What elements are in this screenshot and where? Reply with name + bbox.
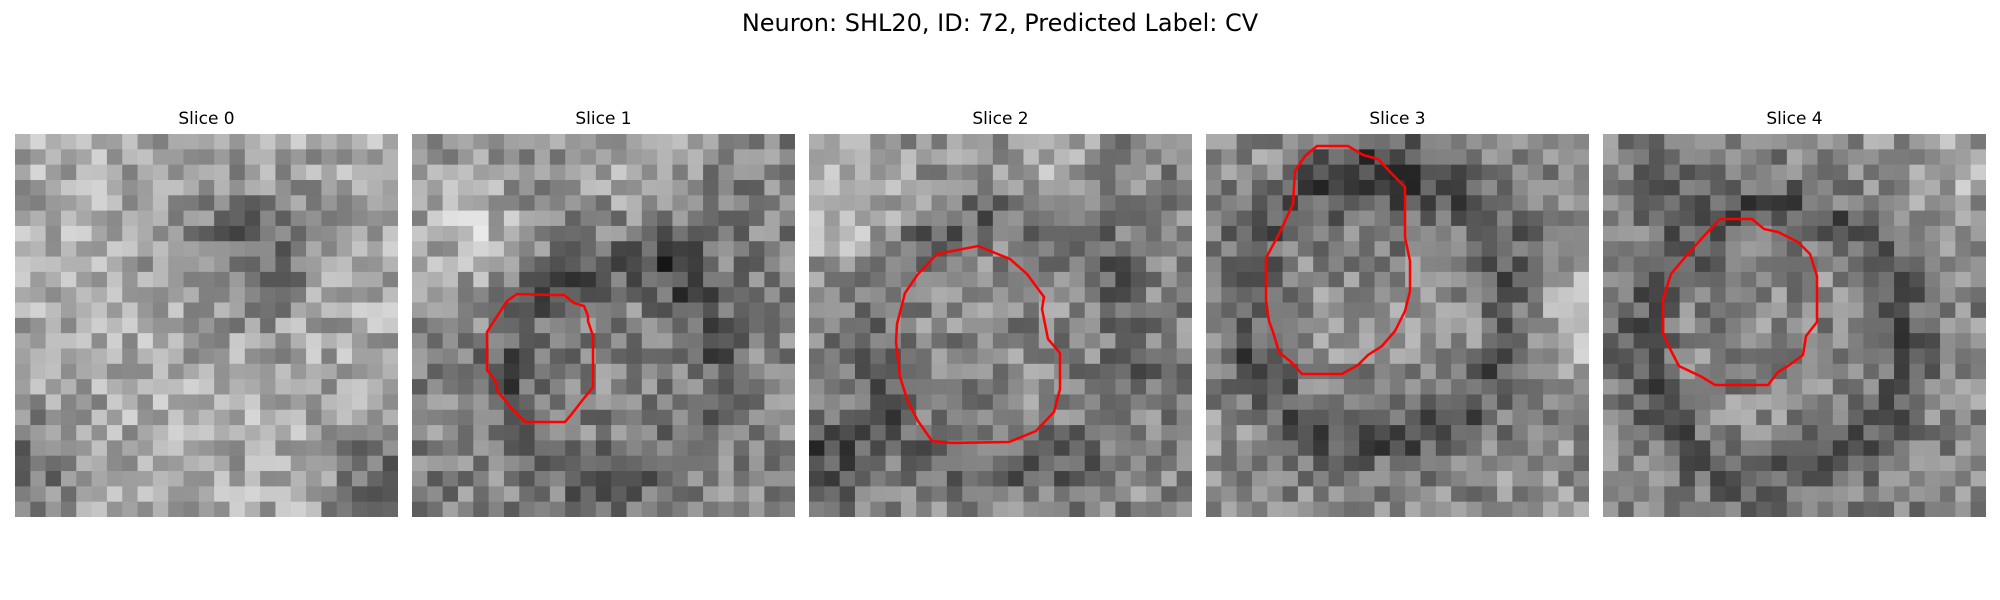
slice-0-pixels xyxy=(15,134,398,517)
slice-4-contour xyxy=(1661,217,1819,387)
figure-title: Neuron: SHL20, ID: 72, Predicted Label: … xyxy=(741,9,1259,37)
slice-2-svg xyxy=(809,134,1192,517)
panel-title-slice-0: Slice 0 xyxy=(178,109,235,129)
slice-0-svg xyxy=(15,134,398,517)
panel-title-slice-3: Slice 3 xyxy=(1369,109,1426,129)
slice-3-image xyxy=(1206,134,1589,517)
panel-title-slice-2: Slice 2 xyxy=(972,109,1029,129)
slice-4-image xyxy=(1603,134,1986,517)
slice-4-svg xyxy=(1603,134,1986,517)
slice-1-image xyxy=(412,134,795,517)
slice-3-svg xyxy=(1206,134,1589,517)
slice-1-contour xyxy=(485,292,595,424)
panel-title-slice-1: Slice 1 xyxy=(575,109,632,129)
slice-1-svg xyxy=(412,134,795,517)
slice-0-image xyxy=(15,134,398,517)
slice-4-pixels xyxy=(1603,134,1986,517)
slice-2-contour xyxy=(894,244,1062,445)
slice-1-pixels xyxy=(412,134,795,517)
slice-2-pixels xyxy=(809,134,1192,517)
panel-title-slice-4: Slice 4 xyxy=(1766,109,1823,129)
slice-2-image xyxy=(809,134,1192,517)
slice-3-contour xyxy=(1264,144,1412,376)
